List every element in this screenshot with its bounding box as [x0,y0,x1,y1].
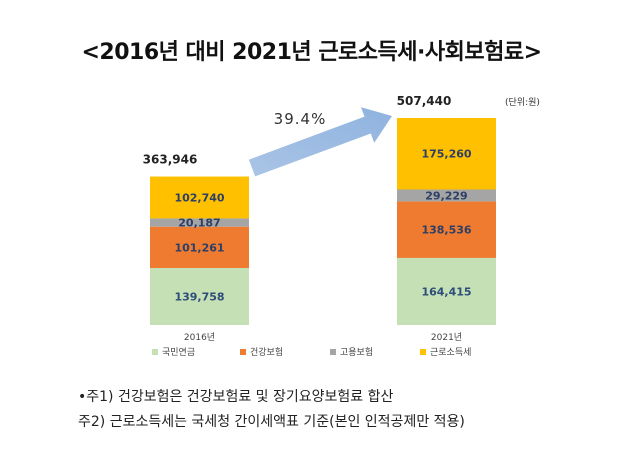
total-label: 507,440 [397,94,452,108]
data-label: 175,260 [421,148,471,161]
data-label: 164,415 [421,285,471,298]
bar-segment-2-1 [397,257,496,325]
category-label: 2016년 [184,332,215,343]
bar-segment-1-3 [150,218,249,227]
footnote-1: •주1) 건강보험은 건강보험료 및 장기요양보험료 합산 [78,389,394,405]
data-label: 102,740 [174,191,224,204]
footnotes: •주1) 건강보험은 건강보험료 및 장기요양보험료 합산 주2) 근로소득세는… [78,385,618,435]
bar-segment-2-3 [397,189,496,202]
legend-swatch [152,349,158,355]
growth-arrow-icon [248,107,392,177]
data-label: 139,758 [174,290,224,303]
chart-title: <2016년 대비 2021년 근로소득세·사회보험료> [81,40,542,65]
data-label: 101,261 [174,241,224,254]
legend-swatch [240,349,246,355]
legend-label: 건강보험 [250,347,283,358]
legend-swatch [330,349,336,355]
legend-label: 고용보험 [340,347,373,358]
legend-swatch [420,349,426,355]
data-label: 29,229 [425,189,467,202]
data-label: 138,536 [421,224,471,237]
legend-label: 근로소득세 [430,347,471,358]
data-label: 20,187 [178,217,220,230]
legend-label: 국민연금 [162,347,195,358]
growth-label: 39.4% [274,110,327,128]
bar-segment-1-4 [150,176,249,219]
bar-segment-1-1 [150,267,249,325]
bar-segment-2-2 [397,201,496,258]
total-label: 363,946 [143,153,198,167]
footnote-2: 주2) 근로소득세는 국세청 간이세액표 기준(본인 인적공제만 적용) [78,414,465,430]
unit-label: (단위:원) [505,97,540,108]
bar-segment-2-4 [397,118,496,190]
bar-segment-1-2 [150,226,249,268]
category-label: 2021년 [431,332,462,343]
